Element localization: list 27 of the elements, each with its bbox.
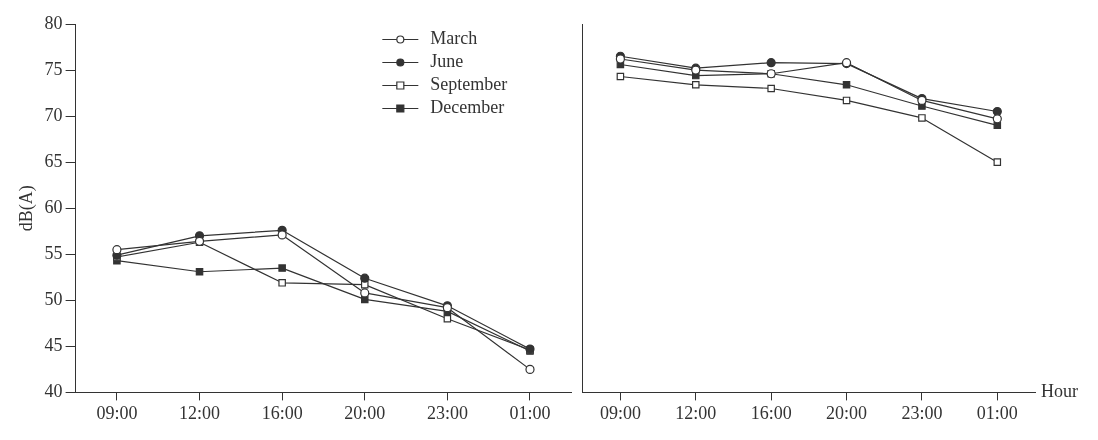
x-tick-label: 01:00 <box>976 402 1018 423</box>
y-tick-label: 55 <box>44 242 63 263</box>
x-tick-label: 09:00 <box>96 402 138 423</box>
x-tick-label: 23:00 <box>426 402 468 423</box>
x-tick-label: 16:00 <box>261 402 303 423</box>
x-tick-label: 12:00 <box>179 402 221 423</box>
y-tick-label: 60 <box>44 196 63 217</box>
y-tick-label: 50 <box>44 289 63 310</box>
y-tick-label: 80 <box>44 12 63 33</box>
legend-label: June <box>430 51 464 72</box>
y-tick-label: 65 <box>44 150 63 171</box>
y-axis-title: dB(A) <box>15 185 37 232</box>
x-tick-label: 09:00 <box>599 402 641 423</box>
x-tick-label: 20:00 <box>826 402 868 423</box>
x-axis-title: Hour <box>1041 381 1078 402</box>
x-tick-label: 23:00 <box>901 402 943 423</box>
y-tick-label: 45 <box>44 335 63 356</box>
x-tick-label: 12:00 <box>675 402 717 423</box>
legend-label: December <box>430 97 505 118</box>
legend-label: March <box>430 28 478 49</box>
x-tick-label: 16:00 <box>750 402 792 423</box>
y-tick-label: 70 <box>44 104 63 125</box>
x-tick-label: 01:00 <box>509 402 551 423</box>
y-tick-label: 75 <box>44 58 63 79</box>
y-tick-label: 40 <box>44 381 63 402</box>
legend-label: September <box>430 74 508 95</box>
x-tick-label: 20:00 <box>344 402 386 423</box>
